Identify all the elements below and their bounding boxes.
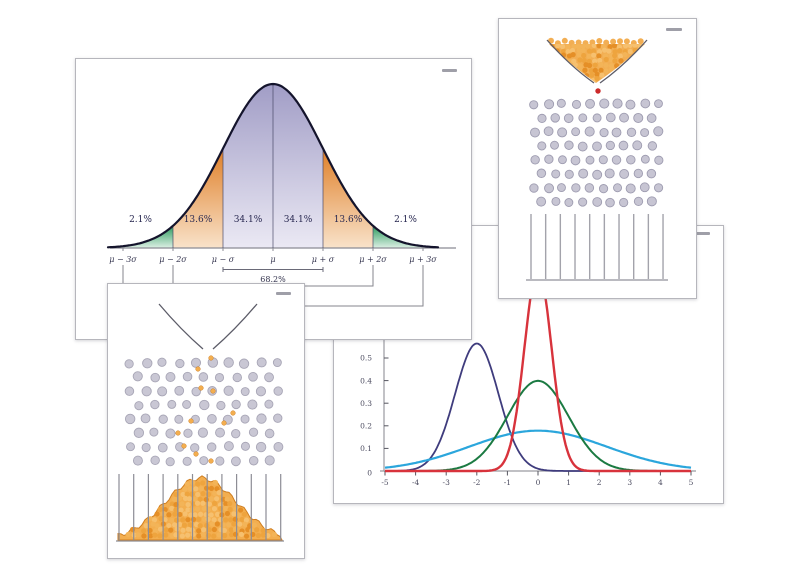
bin-slots: [526, 214, 668, 281]
svg-text:13.6%: 13.6%: [334, 215, 363, 225]
figure-caption-mark: [666, 28, 682, 31]
dropping-ball: [595, 88, 601, 94]
sigma-axis-labels: μ − 3σ μ − 2σ μ − σ μ μ + σ μ + 2σ μ + 3σ: [109, 255, 437, 264]
svg-text:0.3: 0.3: [360, 399, 372, 408]
svg-text:-1: -1: [504, 478, 511, 487]
svg-text:34.1%: 34.1%: [234, 215, 263, 225]
percent-labels: 2.1% 13.6% 34.1% 34.1% 13.6% 2.1%: [129, 215, 417, 225]
svg-text:μ − 3σ: μ − 3σ: [109, 255, 137, 264]
svg-text:μ + 2σ: μ + 2σ: [359, 255, 387, 264]
svg-text:1: 1: [566, 478, 571, 487]
plot-tick-labels: 0 0.1 0.2 0.3 0.4 0.5 -5 -4 -3 -2 -1 0 1 2 3 4 5: [360, 354, 694, 487]
svg-text:μ − 2σ: μ − 2σ: [159, 255, 187, 264]
svg-text:2: 2: [597, 478, 602, 487]
bracket-68: 68.2%: [222, 267, 324, 284]
svg-text:μ + 3σ: μ + 3σ: [409, 255, 437, 264]
funnel-outline: [158, 303, 258, 350]
svg-text:0.2: 0.2: [360, 422, 372, 431]
svg-text:μ + σ: μ + σ: [312, 255, 335, 264]
figure-caption-mark: [276, 292, 291, 295]
svg-text:-3: -3: [443, 478, 451, 487]
svg-text:0.5: 0.5: [360, 354, 372, 363]
svg-text:3: 3: [627, 478, 632, 487]
normal-pdf-plot-svg: 0 0.1 0.2 0.3 0.4 0.5 -5 -4 -3 -2 -1 0 1 2 3 4 5: [360, 268, 696, 487]
galton-top-svg: [526, 37, 668, 281]
figure-caption-mark: [694, 232, 710, 235]
galton-board-filled-bins-card: [107, 283, 305, 559]
galton-board-full-funnel-card: [498, 18, 697, 299]
svg-text:μ: μ: [270, 255, 275, 264]
funnel-outline: [546, 39, 648, 84]
falling-balls: [175, 355, 236, 464]
svg-text:13.6%: 13.6%: [184, 215, 213, 225]
svg-text:4: 4: [658, 478, 663, 487]
svg-text:34.1%: 34.1%: [284, 215, 313, 225]
svg-text:-2: -2: [473, 478, 481, 487]
bell-baseline-axis: [110, 247, 456, 251]
svg-text:μ − σ: μ − σ: [212, 255, 235, 264]
funnel-ball-texture: [549, 44, 643, 83]
svg-text:0: 0: [536, 478, 541, 487]
connector-drop-lines: [122, 265, 424, 307]
figure-caption-mark: [442, 69, 457, 72]
svg-text:-5: -5: [381, 478, 389, 487]
svg-text:68.2%: 68.2%: [260, 275, 286, 284]
peg-grid: [529, 98, 664, 208]
bell-outline: [106, 82, 440, 249]
svg-text:2.1%: 2.1%: [129, 215, 152, 225]
galton-bottom-svg: [116, 303, 284, 542]
bell-figure-svg: 2.1% 13.6% 34.1% 34.1% 13.6% 2.1% μ − 3σ μ − 2σ…: [106, 82, 456, 307]
svg-text:-4: -4: [412, 478, 420, 487]
plot-axes: [380, 338, 696, 472]
svg-text:0.4: 0.4: [360, 376, 372, 385]
ball-pile: [117, 475, 283, 541]
band-divider-lines: [172, 84, 374, 248]
bin-slots: [116, 474, 284, 542]
svg-text:0: 0: [367, 469, 372, 478]
peg-grid: [124, 357, 284, 467]
svg-text:0.1: 0.1: [360, 444, 372, 453]
svg-text:2.1%: 2.1%: [394, 215, 417, 225]
svg-text:5: 5: [689, 478, 694, 487]
